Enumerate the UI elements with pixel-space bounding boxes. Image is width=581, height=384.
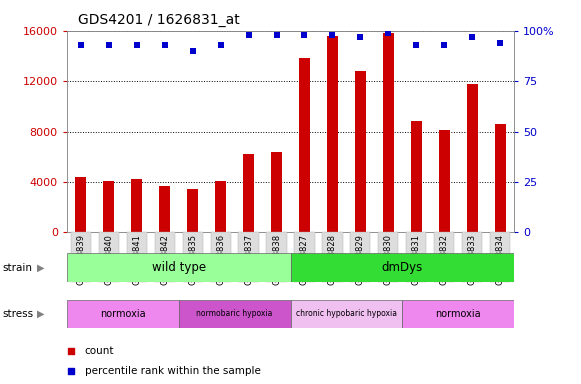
- Text: ▶: ▶: [37, 263, 44, 273]
- FancyBboxPatch shape: [238, 232, 259, 282]
- Text: GSM398842: GSM398842: [160, 234, 169, 285]
- FancyBboxPatch shape: [71, 232, 91, 282]
- Text: GSM398834: GSM398834: [496, 234, 505, 285]
- FancyBboxPatch shape: [403, 300, 514, 328]
- Text: GSM398840: GSM398840: [104, 234, 113, 285]
- Bar: [103, 180, 114, 232]
- Text: chronic hypobaric hypoxia: chronic hypobaric hypoxia: [296, 310, 397, 318]
- Text: GSM398828: GSM398828: [328, 234, 337, 285]
- Text: count: count: [85, 346, 114, 356]
- FancyBboxPatch shape: [155, 232, 175, 282]
- Bar: [494, 124, 506, 232]
- Text: GSM398829: GSM398829: [356, 234, 365, 285]
- Point: [216, 42, 225, 48]
- Text: GSM398837: GSM398837: [244, 234, 253, 285]
- Text: GSM398841: GSM398841: [132, 234, 141, 285]
- Text: GDS4201 / 1626831_at: GDS4201 / 1626831_at: [78, 13, 240, 27]
- Text: dmDys: dmDys: [382, 262, 423, 274]
- Text: percentile rank within the sample: percentile rank within the sample: [85, 366, 261, 376]
- Bar: [439, 130, 450, 232]
- FancyBboxPatch shape: [490, 232, 510, 282]
- FancyBboxPatch shape: [182, 232, 203, 282]
- FancyBboxPatch shape: [99, 232, 119, 282]
- Text: GSM398838: GSM398838: [272, 234, 281, 285]
- FancyBboxPatch shape: [127, 232, 147, 282]
- Point: [328, 31, 337, 38]
- Point: [412, 42, 421, 48]
- Bar: [187, 189, 198, 232]
- Bar: [131, 179, 142, 232]
- Point: [132, 42, 141, 48]
- FancyBboxPatch shape: [350, 232, 371, 282]
- Bar: [411, 121, 422, 232]
- FancyBboxPatch shape: [295, 232, 314, 282]
- FancyBboxPatch shape: [406, 232, 426, 282]
- Text: GSM398832: GSM398832: [440, 234, 449, 285]
- Text: GSM398830: GSM398830: [384, 234, 393, 285]
- FancyBboxPatch shape: [434, 232, 454, 282]
- FancyBboxPatch shape: [322, 232, 343, 282]
- Text: strain: strain: [3, 263, 33, 273]
- Text: GSM398827: GSM398827: [300, 234, 309, 285]
- FancyBboxPatch shape: [67, 300, 179, 328]
- Text: normoxia: normoxia: [100, 309, 146, 319]
- Text: GSM398836: GSM398836: [216, 234, 225, 285]
- Point: [327, 271, 336, 277]
- Point: [272, 31, 281, 38]
- Bar: [243, 154, 254, 232]
- Point: [383, 30, 393, 36]
- Point: [300, 31, 309, 38]
- Point: [356, 34, 365, 40]
- FancyBboxPatch shape: [179, 300, 290, 328]
- Point: [327, 96, 336, 102]
- Text: wild type: wild type: [152, 262, 206, 274]
- Bar: [355, 71, 366, 232]
- Text: GSM398831: GSM398831: [412, 234, 421, 285]
- FancyBboxPatch shape: [290, 253, 514, 282]
- Bar: [271, 152, 282, 232]
- Text: normobaric hypoxia: normobaric hypoxia: [196, 310, 272, 318]
- Point: [104, 42, 113, 48]
- Point: [440, 42, 449, 48]
- Text: GSM398833: GSM398833: [468, 234, 477, 285]
- FancyBboxPatch shape: [210, 232, 231, 282]
- Point: [468, 34, 477, 40]
- Bar: [467, 84, 478, 232]
- FancyBboxPatch shape: [67, 253, 290, 282]
- Point: [496, 40, 505, 46]
- Bar: [383, 33, 394, 232]
- Text: GSM398835: GSM398835: [188, 234, 197, 285]
- Text: GSM398839: GSM398839: [76, 234, 85, 285]
- Point: [76, 42, 85, 48]
- Point: [160, 42, 169, 48]
- FancyBboxPatch shape: [267, 232, 286, 282]
- Bar: [327, 36, 338, 232]
- Bar: [215, 180, 226, 232]
- FancyBboxPatch shape: [290, 300, 403, 328]
- Point: [188, 48, 198, 54]
- FancyBboxPatch shape: [378, 232, 399, 282]
- Text: stress: stress: [3, 309, 34, 319]
- Point: [244, 31, 253, 38]
- Bar: [75, 177, 87, 232]
- FancyBboxPatch shape: [462, 232, 482, 282]
- Text: normoxia: normoxia: [435, 309, 481, 319]
- Bar: [159, 186, 170, 232]
- Bar: [299, 58, 310, 232]
- Text: ▶: ▶: [37, 309, 44, 319]
